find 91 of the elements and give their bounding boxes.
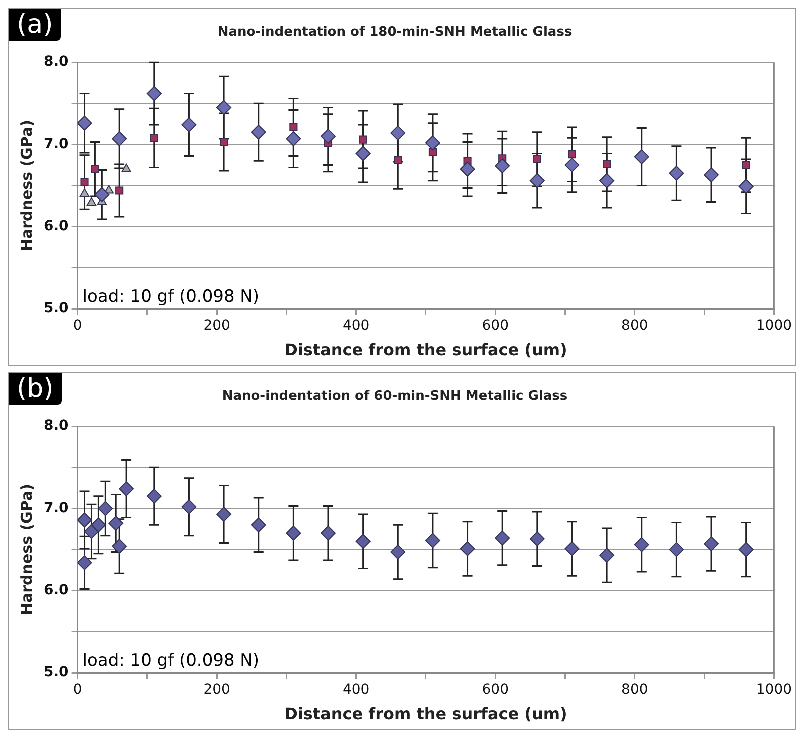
point <box>564 158 580 173</box>
point <box>321 129 336 144</box>
y-tick-label: 7.0 <box>44 136 70 152</box>
point <box>460 162 476 177</box>
point <box>119 482 134 497</box>
point <box>112 539 128 554</box>
point <box>182 118 197 133</box>
point <box>112 131 128 146</box>
point <box>251 518 266 533</box>
x-axis-title: Distance from the surface (um) <box>284 340 568 360</box>
x-tick-label: 600 <box>482 318 509 334</box>
x-axis-title: Distance from the surface (um) <box>284 704 568 724</box>
point <box>98 501 114 516</box>
annotation: load: 10 gf (0.098 N) <box>82 286 260 307</box>
point <box>94 187 110 202</box>
point <box>669 166 684 181</box>
point <box>251 124 266 140</box>
chart-title: Nano-indentation of 180-min-SNH Metallic Glass <box>218 25 572 40</box>
x-tick-label: 1000 <box>756 318 792 334</box>
point <box>356 534 371 550</box>
point <box>286 526 302 541</box>
y-tick-label: 6.0 <box>44 218 70 235</box>
point <box>321 526 336 541</box>
text: (b) <box>9 373 62 405</box>
point <box>568 150 576 159</box>
y-tick-label: 8.0 <box>44 418 70 434</box>
point <box>738 179 754 194</box>
point <box>533 155 542 164</box>
x-tick-label: 0 <box>73 318 82 334</box>
point <box>669 542 684 558</box>
point <box>356 146 371 162</box>
point <box>704 536 720 552</box>
point <box>603 160 612 168</box>
x-tick-label: 400 <box>342 682 370 698</box>
chart-title: Nano-indentation of 60-min-SNH Metallic Glass <box>222 389 568 404</box>
point <box>78 555 92 570</box>
point <box>146 86 162 102</box>
x-tick-label: 400 <box>342 318 370 334</box>
x-tick-label: 800 <box>622 682 648 698</box>
point <box>425 533 440 548</box>
x-tick-label: 200 <box>204 318 230 334</box>
point <box>704 168 720 183</box>
point <box>78 116 92 131</box>
point <box>78 512 92 528</box>
point <box>216 506 232 522</box>
point <box>80 188 90 198</box>
point <box>600 173 615 188</box>
point <box>742 161 750 170</box>
point <box>530 173 545 188</box>
point <box>425 136 440 151</box>
point <box>394 156 402 164</box>
point <box>216 100 232 116</box>
point <box>290 123 298 132</box>
point <box>122 164 132 172</box>
point <box>530 532 545 547</box>
point <box>286 131 302 146</box>
point <box>86 198 97 206</box>
point <box>359 136 368 144</box>
point <box>108 516 124 532</box>
point <box>91 165 100 174</box>
point <box>634 537 650 552</box>
y-tick-label: 7.0 <box>44 500 70 516</box>
point <box>495 158 510 174</box>
y-axis-title: Hardness (GPa) <box>18 120 36 252</box>
point <box>116 186 124 195</box>
point <box>182 500 197 515</box>
point <box>634 150 650 165</box>
point <box>738 542 754 558</box>
y-tick-label: 5.0 <box>44 300 70 317</box>
x-tick-label: 800 <box>622 318 648 334</box>
point <box>390 126 406 141</box>
point <box>80 178 89 187</box>
point <box>220 138 228 146</box>
x-tick-label: 1000 <box>756 682 792 698</box>
annotation: load: 10 gf (0.098 N) <box>82 650 260 671</box>
point <box>146 488 162 504</box>
point <box>600 548 615 564</box>
point <box>495 530 510 546</box>
y-tick-label: 5.0 <box>44 664 70 681</box>
point <box>564 541 580 556</box>
point <box>460 541 476 556</box>
y-axis-title: Hardness (GPa) <box>18 484 36 616</box>
text: (a) <box>9 9 62 41</box>
x-tick-label: 200 <box>204 682 230 698</box>
y-tick-label: 8.0 <box>44 54 70 70</box>
point <box>390 544 406 560</box>
point <box>91 518 106 533</box>
x-tick-label: 600 <box>482 682 509 698</box>
x-tick-label: 0 <box>73 682 82 698</box>
point <box>150 134 158 142</box>
y-tick-label: 6.0 <box>44 582 70 599</box>
